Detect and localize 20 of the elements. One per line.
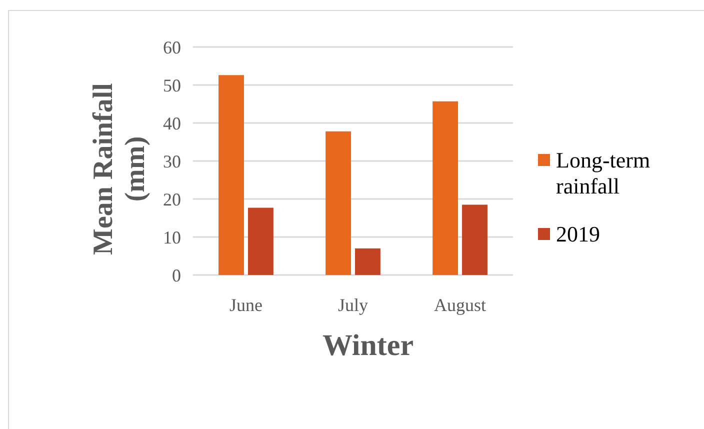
y-tick-label: 40 [163,113,181,134]
x-tick-label: August [434,295,486,315]
y-tick-label: 50 [163,75,181,96]
bar [432,101,458,275]
y-tick-label: 10 [163,227,181,248]
y-tick-label: 30 [163,151,181,172]
y-tick-label: 0 [172,265,181,286]
y-axis-title: Mean Rainfall (mm) [88,82,151,255]
bar [355,248,380,275]
x-tick-label: June [229,295,262,315]
bar [462,204,488,275]
x-axis-title: Winter [322,329,414,362]
y-tick-label: 60 [163,37,181,58]
bar [326,131,351,275]
bar [218,75,244,275]
legend-label: Long-term rainfall [556,148,650,199]
x-tick-label: July [338,295,368,315]
legend-label: 2019 [556,222,600,247]
bar [248,208,274,275]
y-tick-label: 20 [163,189,181,210]
